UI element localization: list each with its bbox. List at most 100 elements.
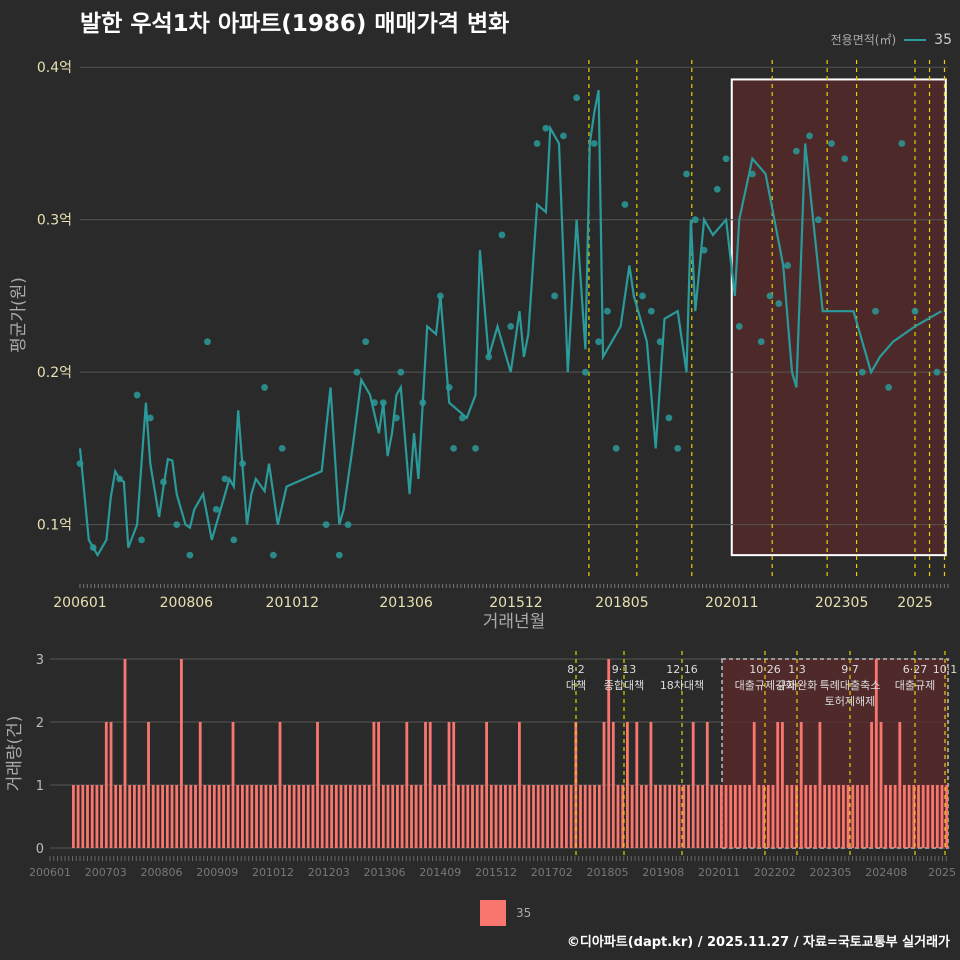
volume-bar	[574, 722, 578, 848]
bar-y-tick-label: 1	[36, 779, 44, 794]
volume-bar	[391, 785, 395, 848]
legend-top: 전용면적(㎡) 35	[831, 31, 952, 48]
volume-bar	[349, 785, 352, 848]
volume-bar	[776, 722, 780, 848]
scatter-point	[146, 414, 154, 422]
volume-bar	[203, 785, 207, 848]
scatter-point	[261, 384, 268, 391]
price-chart: 0.1억 0.2억 0.3억 0.4억 200601 200806 201012 201306…	[9, 60, 949, 632]
volume-bar	[438, 785, 442, 848]
volume-bar	[236, 785, 240, 848]
volume-bar	[912, 785, 916, 848]
bar-x-tick-label: 201203	[308, 866, 350, 879]
volume-bar	[734, 785, 737, 848]
scatter-point	[858, 368, 866, 376]
volume-bar	[818, 722, 822, 848]
volume-bar	[884, 785, 888, 848]
volume-bar	[316, 722, 319, 848]
volume-bar	[579, 785, 582, 848]
volume-bar	[461, 785, 465, 848]
volume-bar	[119, 785, 122, 848]
volume-bar	[673, 785, 676, 848]
volume-bar	[691, 722, 695, 848]
volume-bar	[832, 785, 836, 848]
volume-bar	[738, 785, 742, 848]
volume-bar	[489, 785, 493, 848]
scatter-point	[397, 368, 405, 376]
x-tick-label: 200601	[53, 595, 106, 611]
volume-bar	[367, 785, 371, 848]
scatter-point	[472, 445, 479, 452]
volume-bar	[846, 785, 850, 848]
volume-bar	[940, 785, 944, 848]
x-tick-label: 201512	[489, 595, 542, 611]
scatter-point	[775, 300, 783, 307]
volume-bar	[799, 722, 803, 848]
bar-y-axis-label: 거래량(건)	[5, 716, 25, 792]
volume-bar	[466, 785, 470, 848]
volume-bar	[893, 785, 897, 848]
volume-bar	[133, 785, 136, 848]
annotation-label: 12·16 18차대책	[660, 663, 704, 692]
volume-bar	[536, 785, 540, 848]
volume-bar	[842, 785, 845, 848]
volume-bar	[104, 722, 108, 848]
volume-bar	[889, 785, 892, 848]
bar-x-tick-label: 202202	[754, 866, 796, 879]
y-tick-label: 0.4억	[37, 60, 72, 76]
volume-bar	[255, 785, 258, 848]
volume-bar	[541, 785, 545, 848]
scatter-point	[828, 140, 835, 147]
volume-bar	[475, 785, 479, 848]
volume-bar	[302, 785, 305, 848]
volume-bar	[644, 785, 648, 848]
volume-bar	[499, 785, 503, 848]
scatter-point	[542, 124, 550, 132]
volume-bar	[630, 785, 634, 848]
scatter-point	[749, 170, 756, 178]
volume-bar	[245, 785, 249, 848]
volume-bar	[550, 785, 554, 848]
volume-bar	[677, 785, 681, 848]
annotation-label: 1·3 규제완화	[777, 663, 817, 692]
scatter-point	[173, 521, 181, 529]
volume-bar	[212, 785, 216, 848]
scatter-point	[353, 368, 361, 376]
volume-bar	[471, 785, 474, 848]
volume-bar	[715, 785, 719, 848]
volume-bar	[414, 785, 418, 848]
y-tick-label: 0.3억	[37, 213, 72, 229]
volume-bar	[175, 785, 179, 848]
volume-bar	[330, 785, 334, 848]
bar-x-tick-label: 202305	[810, 866, 852, 879]
volume-bar	[334, 785, 338, 848]
legend-bar-label: 35	[516, 906, 532, 920]
y-tick-label: 0.1억	[37, 518, 72, 534]
bar-y-tick-label: 2	[36, 716, 44, 731]
scatter-point	[766, 292, 774, 300]
volume-bar	[874, 659, 878, 848]
bar-x-tick-label: 200703	[85, 866, 127, 879]
scatter-point	[792, 147, 800, 155]
volume-bar	[583, 785, 587, 848]
volume-bar	[114, 785, 118, 848]
scatter-point	[595, 338, 603, 346]
volume-bar	[616, 785, 620, 848]
volume-bar	[147, 722, 150, 848]
volume-bar	[795, 785, 798, 848]
scatter-point	[344, 521, 352, 529]
volume-bar	[935, 785, 939, 848]
volume-bar	[90, 785, 94, 848]
scatter-point	[133, 391, 141, 399]
volume-bar	[170, 785, 174, 848]
volume-bar	[602, 722, 606, 848]
volume-bar	[137, 785, 141, 848]
volume-bar	[363, 785, 366, 848]
volume-bar	[804, 785, 808, 848]
annotation-label: 10·1	[933, 663, 958, 676]
volume-bar	[386, 785, 390, 848]
bar-x-tick-label: 201908	[642, 866, 684, 879]
bar-y-tick-label: 3	[36, 653, 44, 668]
legend-title: 전용면적(㎡)	[830, 33, 897, 47]
